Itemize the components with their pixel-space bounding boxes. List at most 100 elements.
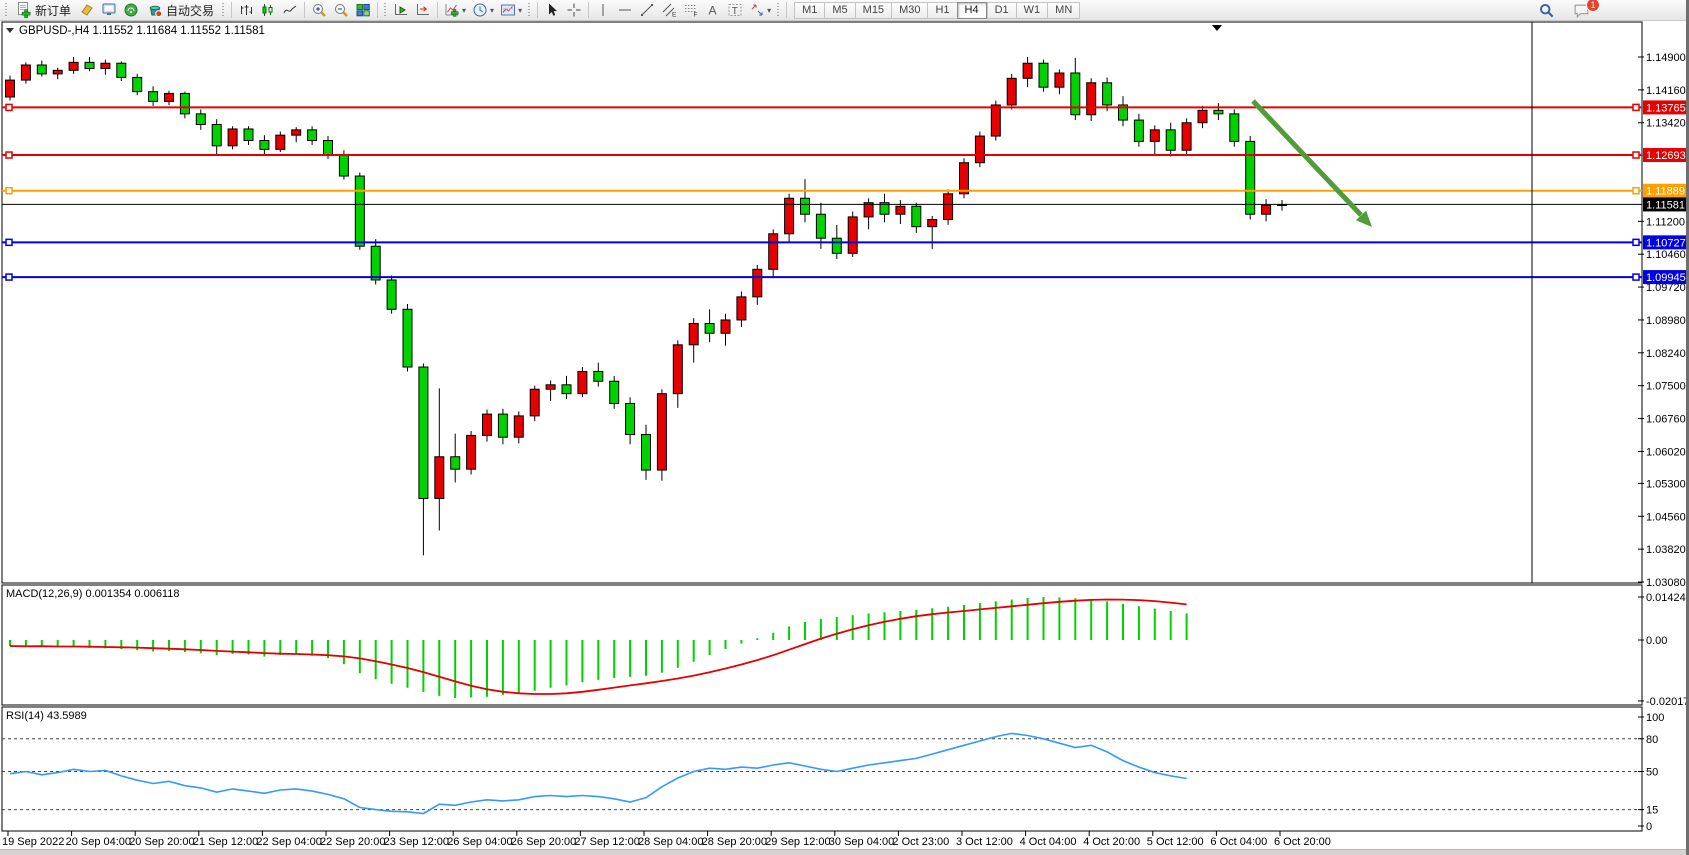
- candle-body: [148, 91, 159, 102]
- terminal-button[interactable]: [98, 1, 120, 20]
- level-line[interactable]: 1.09945: [2, 270, 1686, 285]
- zoom-in-button[interactable]: [308, 1, 330, 20]
- rsi-indicator: RSI(14) 43.5989 100 80 50 15 0: [2, 710, 1664, 833]
- candle-body: [1261, 204, 1272, 215]
- candle-body: [831, 237, 842, 254]
- tab-timeframe-MN[interactable]: MN: [1047, 1, 1081, 19]
- date-tick-label: 3 Oct 12:00: [956, 836, 1013, 848]
- status-strip[interactable]: [0, 849, 1686, 855]
- chevron-down-icon: ▾: [767, 5, 772, 15]
- candle-body: [672, 344, 683, 395]
- level-handle: [1632, 151, 1640, 159]
- vertical-line-tool-button[interactable]: [592, 1, 614, 20]
- candle-body: [879, 202, 890, 215]
- candle-body: [513, 415, 524, 438]
- candle-body: [1213, 109, 1224, 115]
- candle-body: [402, 308, 413, 368]
- separator: [231, 2, 233, 18]
- tab-timeframe-M15[interactable]: M15: [854, 1, 892, 19]
- periods-button[interactable]: ▾: [469, 1, 497, 20]
- crosshair-tool-button[interactable]: [563, 1, 585, 20]
- svg-text:1.09945: 1.09945: [1646, 272, 1686, 284]
- date-tick-label: 19 Sep 2022: [2, 836, 64, 848]
- candle-body: [5, 79, 15, 98]
- candle-body: [943, 193, 954, 221]
- tab-timeframe-M1[interactable]: M1: [794, 1, 825, 19]
- text-tool-button[interactable]: A: [702, 1, 724, 20]
- new-order-button[interactable]: 新订单: [11, 1, 76, 20]
- price-pane[interactable]: [1, 21, 1643, 584]
- trendline-tool-button[interactable]: [636, 1, 658, 20]
- candle-body: [1149, 129, 1160, 142]
- candle-body: [927, 219, 938, 228]
- level-handle: [1632, 238, 1640, 247]
- date-tick-label: 23 Sep 12:00: [384, 836, 449, 848]
- cursor-tool-button[interactable]: [541, 1, 563, 20]
- crosshair-icon: [566, 2, 582, 18]
- candle-body: [116, 62, 127, 78]
- level-line[interactable]: 1.10727: [2, 235, 1686, 250]
- search-button[interactable]: [1535, 1, 1558, 20]
- level-line[interactable]: 1.13765: [2, 100, 1686, 115]
- tile-windows-button[interactable]: [352, 1, 374, 20]
- tab-timeframe-H4[interactable]: H4: [956, 1, 987, 19]
- date-tick-label: 28 Sep 04:00: [638, 836, 703, 848]
- candle-body: [259, 140, 270, 150]
- toolbar-grip: [4, 3, 9, 17]
- text-label-icon: T: [727, 2, 743, 18]
- equidistant-channel-tool-button[interactable]: E: [658, 1, 680, 20]
- candle-body: [227, 128, 238, 147]
- label-tool-button[interactable]: T: [724, 1, 746, 20]
- notifications-button[interactable]: 1: [1570, 0, 1600, 20]
- candle-body: [338, 154, 349, 177]
- tab-timeframe-W1[interactable]: W1: [1015, 1, 1048, 19]
- chart-canvas[interactable]: 1.14900 1.14160 1.13420 1.11200 1.10460 1.097…: [0, 21, 1686, 849]
- chart-shift-button[interactable]: [412, 1, 434, 20]
- candle-body: [132, 76, 143, 93]
- candle-body: [1197, 109, 1208, 124]
- symbol-dropdown-icon: [6, 28, 14, 33]
- candle-body: [466, 434, 477, 470]
- macd-label: MACD(12,26,9) 0.001354 0.006118: [6, 588, 179, 600]
- signal-button[interactable]: [120, 1, 142, 20]
- bar-chart-mode-button[interactable]: [235, 1, 257, 20]
- macd-pane[interactable]: [1, 584, 1643, 706]
- level-handle: [1632, 186, 1640, 195]
- templates-button[interactable]: ▾: [497, 1, 525, 20]
- price-tick-label: 1.04560: [1646, 511, 1686, 523]
- line-chart-mode-button[interactable]: [279, 1, 301, 20]
- trendline-icon: [639, 2, 655, 18]
- date-tick-label: 29 Sep 12:00: [765, 836, 830, 848]
- charts-profile-button[interactable]: [76, 1, 98, 20]
- candle-body: [863, 202, 874, 218]
- level-price-badge: [1643, 183, 1686, 198]
- chart-shift-marker[interactable]: [1212, 25, 1222, 31]
- horizontal-line-tool-button[interactable]: [614, 1, 636, 20]
- auto-scroll-button[interactable]: [390, 1, 412, 20]
- tab-timeframe-M30[interactable]: M30: [891, 1, 928, 19]
- candle-body: [100, 62, 111, 70]
- arrows-tool-button[interactable]: ▾: [746, 1, 774, 20]
- candle-body: [974, 135, 985, 164]
- candle-body: [656, 393, 667, 471]
- candle-body: [847, 216, 858, 254]
- level-handle: [5, 273, 13, 281]
- tab-timeframe-H1[interactable]: H1: [927, 1, 957, 19]
- current-price-line: 1.11581: [2, 197, 1686, 212]
- search-icon: [1538, 2, 1555, 19]
- auto-trading-button[interactable]: 自动交易: [142, 1, 219, 20]
- tab-timeframe-D1[interactable]: D1: [986, 1, 1016, 19]
- date-tick-label: 26 Sep 20:00: [511, 836, 576, 848]
- level-line[interactable]: 1.12693: [2, 148, 1686, 163]
- candle-chart-mode-button[interactable]: [257, 1, 279, 20]
- date-tick-label: 26 Sep 04:00: [447, 836, 512, 848]
- level-line[interactable]: 1.11889: [2, 183, 1686, 198]
- rsi-label: RSI(14) 43.5989: [6, 710, 87, 722]
- zoom-out-button[interactable]: [330, 1, 352, 20]
- trend-arrow[interactable]: [1251, 99, 1372, 227]
- fibonacci-tool-button[interactable]: F: [680, 1, 702, 20]
- add-indicator-button[interactable]: ▾: [441, 1, 469, 20]
- tab-timeframe-M5[interactable]: M5: [824, 1, 855, 19]
- vertical-line-icon: [595, 2, 611, 18]
- candle-body: [688, 323, 699, 346]
